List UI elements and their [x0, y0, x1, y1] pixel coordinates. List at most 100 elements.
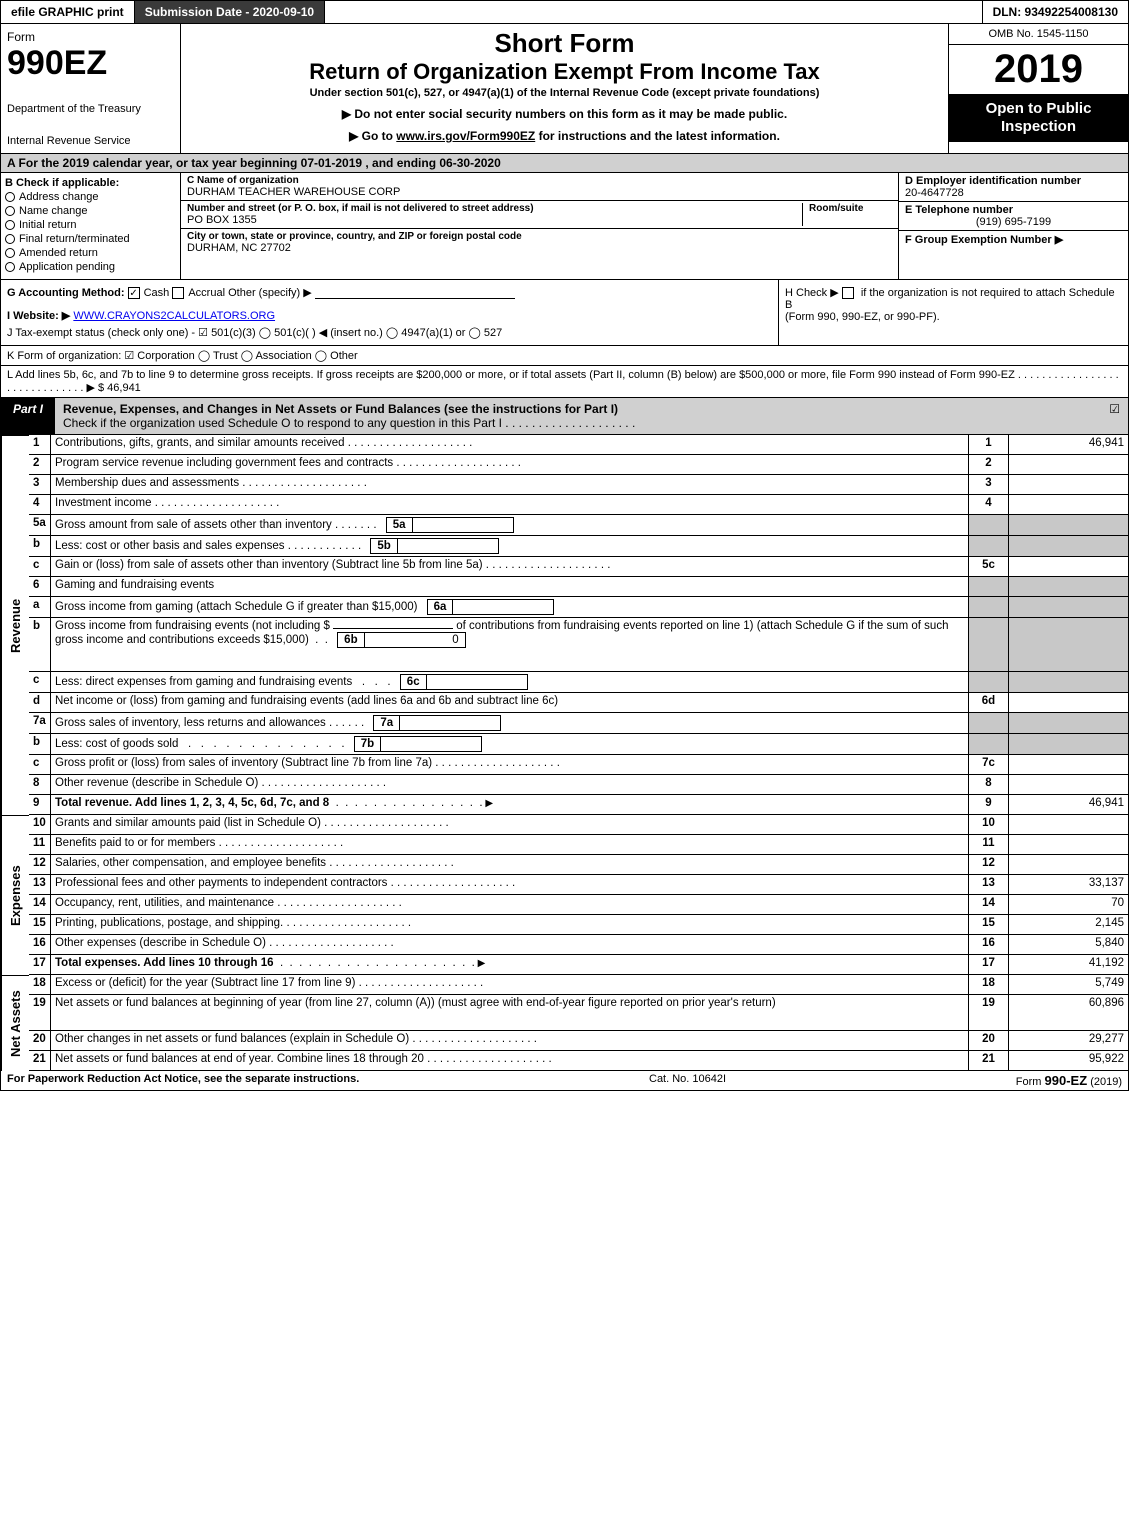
- line-17-desc: Total expenses. Add lines 10 through 16 …: [51, 955, 968, 975]
- line-20-desc: Other changes in net assets or fund bala…: [51, 1031, 968, 1051]
- line-15-val: 2,145: [1008, 915, 1128, 935]
- line-9-desc: Total revenue. Add lines 1, 2, 3, 4, 5c,…: [51, 795, 968, 815]
- line-6-no: 6: [29, 577, 51, 597]
- line-5b-desc: Less: cost or other basis and sales expe…: [51, 536, 968, 557]
- line-5c-rno: 5c: [968, 557, 1008, 577]
- line-21-no: 21: [29, 1051, 51, 1071]
- line-12-rno: 12: [968, 855, 1008, 875]
- line-8-no: 8: [29, 775, 51, 795]
- line-11-val: [1008, 835, 1128, 855]
- line-5b-ibval: [398, 539, 498, 553]
- line-7a-desc: Gross sales of inventory, less returns a…: [51, 713, 968, 734]
- line-20-val: 29,277: [1008, 1031, 1128, 1051]
- other-specify-input[interactable]: [315, 287, 515, 299]
- irs-link[interactable]: www.irs.gov/Form990EZ: [396, 129, 535, 143]
- line-13-val: 33,137: [1008, 875, 1128, 895]
- line-6a-ibno: 6a: [428, 600, 454, 614]
- line-8-val: [1008, 775, 1128, 795]
- line-6b-ibval: 0: [365, 633, 465, 647]
- line-5a-val: [1008, 515, 1128, 536]
- line-2-desc: Program service revenue including govern…: [51, 455, 968, 475]
- chk-schedule-b[interactable]: [842, 287, 854, 299]
- line-18-no: 18: [29, 975, 51, 995]
- chk-initial-return-label: Initial return: [19, 219, 76, 231]
- chk-cash[interactable]: ✓: [128, 287, 140, 299]
- row-h-text1: H Check ▶: [785, 287, 839, 299]
- line-14-desc: Occupancy, rent, utilities, and maintena…: [51, 895, 968, 915]
- line-4-rno: 4: [968, 495, 1008, 515]
- line-6b-val: [1008, 618, 1128, 672]
- irs-label: Internal Revenue Service: [7, 135, 174, 147]
- line-12-no: 12: [29, 855, 51, 875]
- submission-date-button[interactable]: Submission Date - 2020-09-10: [135, 1, 325, 23]
- header-right: OMB No. 1545-1150 2019 Open to Public In…: [948, 24, 1128, 153]
- row-k-form-org: K Form of organization: ☑ Corporation ◯ …: [0, 346, 1129, 366]
- room-hdr: Room/suite: [809, 203, 892, 214]
- line-9-rno: 9: [968, 795, 1008, 815]
- line-21-val: 95,922: [1008, 1051, 1128, 1071]
- line-17-no: 17: [29, 955, 51, 975]
- accounting-method-label: G Accounting Method:: [7, 287, 125, 299]
- line-21-desc: Net assets or fund balances at end of ye…: [51, 1051, 968, 1071]
- line-20-rno: 20: [968, 1031, 1008, 1051]
- city-hdr: City or town, state or province, country…: [187, 231, 892, 242]
- chk-name-change[interactable]: Name change: [5, 205, 176, 217]
- chk-application-pending[interactable]: Application pending: [5, 261, 176, 273]
- line-3-desc: Membership dues and assessments: [51, 475, 968, 495]
- line-6d-desc: Net income or (loss) from gaming and fun…: [51, 693, 968, 713]
- line-11-no: 11: [29, 835, 51, 855]
- title-return: Return of Organization Exempt From Incom…: [191, 59, 938, 85]
- chk-address-change[interactable]: Address change: [5, 191, 176, 203]
- line-9-val: 46,941: [1008, 795, 1128, 815]
- line-6-desc: Gaming and fundraising events: [51, 577, 968, 597]
- line-6b-blank[interactable]: [333, 628, 453, 629]
- other-specify-label: Other (specify) ▶: [228, 287, 312, 299]
- line-11-desc: Benefits paid to or for members: [51, 835, 968, 855]
- efile-print-button[interactable]: efile GRAPHIC print: [1, 1, 135, 23]
- line-1-val: 46,941: [1008, 435, 1128, 455]
- row-l-text: L Add lines 5b, 6c, and 7b to line 9 to …: [7, 369, 1119, 394]
- line-7a-val: [1008, 713, 1128, 734]
- note-ssn: ▶ Do not enter social security numbers o…: [191, 107, 938, 121]
- line-5a-text: Gross amount from sale of assets other t…: [55, 519, 332, 531]
- part1-sub: Check if the organization used Schedule …: [63, 416, 635, 430]
- line-7b-ibno: 7b: [355, 737, 381, 751]
- line-1-rno: 1: [968, 435, 1008, 455]
- line-9-no: 9: [29, 795, 51, 815]
- chk-final-return[interactable]: Final return/terminated: [5, 233, 176, 245]
- chk-initial-return[interactable]: Initial return: [5, 219, 176, 231]
- line-17-val: 41,192: [1008, 955, 1128, 975]
- line-13-desc: Professional fees and other payments to …: [51, 875, 968, 895]
- row-a-tax-year: A For the 2019 calendar year, or tax yea…: [0, 154, 1129, 173]
- part1-header: Part I Revenue, Expenses, and Changes in…: [0, 398, 1129, 435]
- chk-amended-return[interactable]: Amended return: [5, 247, 176, 259]
- line-6a-text: Gross income from gaming (attach Schedul…: [55, 601, 417, 613]
- line-6c-text: Less: direct expenses from gaming and fu…: [55, 676, 352, 688]
- website-link[interactable]: WWW.CRAYONS2CALCULATORS.ORG: [73, 310, 275, 322]
- header-center: Short Form Return of Organization Exempt…: [181, 24, 948, 153]
- line-5b-no: b: [29, 536, 51, 557]
- row-l: L Add lines 5b, 6c, and 7b to line 9 to …: [0, 366, 1129, 398]
- side-label-revenue: Revenue: [1, 435, 29, 815]
- line-5b-text: Less: cost or other basis and sales expe…: [55, 540, 285, 552]
- line-6c-no: c: [29, 672, 51, 693]
- footer-form-ref: Form 990-EZ (2019): [1016, 1073, 1122, 1088]
- line-6c-desc: Less: direct expenses from gaming and fu…: [51, 672, 968, 693]
- line-5a-ibno: 5a: [387, 518, 413, 532]
- part1-checkbox[interactable]: ☑: [1101, 398, 1128, 434]
- chk-final-return-label: Final return/terminated: [19, 233, 130, 245]
- info-grid: B Check if applicable: Address change Na…: [0, 173, 1129, 280]
- line-5a-rno: [968, 515, 1008, 536]
- line-19-rno: 19: [968, 995, 1008, 1031]
- top-bar-spacer: [325, 1, 981, 23]
- footer-paperwork: For Paperwork Reduction Act Notice, see …: [7, 1073, 359, 1088]
- line-16-desc: Other expenses (describe in Schedule O): [51, 935, 968, 955]
- address-hdr: Number and street (or P. O. box, if mail…: [187, 203, 802, 214]
- line-21-rno: 21: [968, 1051, 1008, 1071]
- chk-accrual[interactable]: [172, 287, 184, 299]
- line-19-val: 60,896: [1008, 995, 1128, 1031]
- chk-name-change-label: Name change: [19, 205, 88, 217]
- line-16-val: 5,840: [1008, 935, 1128, 955]
- section-b-title: B Check if applicable:: [5, 177, 176, 189]
- line-3-no: 3: [29, 475, 51, 495]
